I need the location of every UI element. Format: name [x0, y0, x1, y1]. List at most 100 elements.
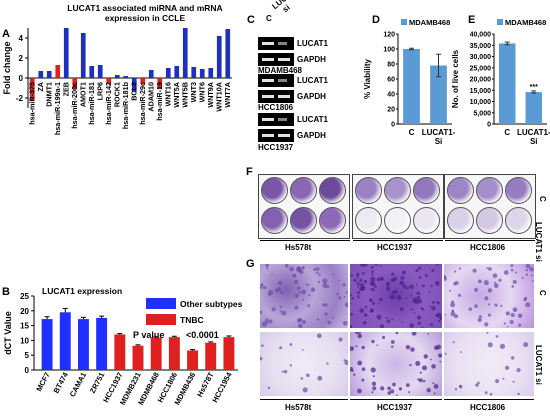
- panel-b-legend-swatch: [146, 298, 176, 309]
- micrograph-cell: [417, 321, 421, 325]
- panel-a-category-label: WNT16: [163, 82, 172, 106]
- micrograph-cell: [525, 302, 531, 308]
- blot-strip: [258, 37, 294, 50]
- micrograph-cell: [308, 294, 311, 297]
- panel-a-bar: [46, 71, 52, 78]
- micrograph-cell: [416, 295, 421, 300]
- panel-b-p-value: <0.0001: [186, 330, 219, 340]
- colony-well: [319, 177, 346, 204]
- micrograph-cell: [424, 273, 428, 277]
- micrograph-cell: [416, 315, 422, 320]
- micrograph-cell: [429, 358, 432, 361]
- panel-a-category-label: BCL2: [129, 82, 138, 101]
- micrograph-cell: [372, 386, 377, 391]
- micrograph-cell: [410, 308, 413, 310]
- micrograph-cell: [360, 264, 365, 267]
- micrograph-cell: [421, 284, 425, 288]
- micrograph-cell: [353, 373, 356, 376]
- micrograph-cell: [512, 380, 515, 383]
- panel-b-category-label: BT474: [52, 370, 71, 395]
- micrograph-cell: [492, 273, 498, 279]
- blot-strip: [258, 74, 294, 87]
- micrograph-cell: [525, 269, 528, 272]
- micrograph-cell: [503, 322, 507, 325]
- micrograph-cell: [362, 320, 367, 325]
- panel-b-bar: [96, 317, 108, 370]
- panel-f-underline-2: [353, 240, 443, 241]
- panel-e-bar: [525, 92, 542, 124]
- blot-band: [262, 58, 274, 61]
- colony-well: [476, 177, 503, 204]
- micrograph-cell: [390, 272, 395, 276]
- micrograph-cell: [416, 291, 421, 295]
- micrograph-cell: [434, 281, 440, 286]
- panel-a-category-label: WNT3: [189, 82, 198, 102]
- panel-a-bar: [106, 78, 112, 84]
- panel-d-bar: [430, 65, 447, 124]
- panel-e-bar-chart: 0 5,000 10,000 15,000 20,000 25,000 30,000 35,0…: [452, 18, 550, 146]
- micrograph-cell: [261, 344, 264, 347]
- micrograph-cell: [399, 280, 404, 286]
- colony-well: [447, 207, 474, 234]
- blot-col-control: C: [266, 14, 272, 23]
- micrograph-cell: [517, 313, 523, 318]
- panel-b-category-label: ZR751: [88, 371, 107, 395]
- micrograph-cell: [503, 270, 509, 275]
- micrograph-cell: [405, 287, 408, 290]
- micrograph-cell: [391, 345, 394, 348]
- micrograph-cell: [379, 264, 382, 267]
- micrograph-cell: [359, 278, 363, 282]
- micrograph-cell: [307, 304, 311, 308]
- micrograph-cell: [529, 267, 534, 272]
- micrograph-cell: [345, 291, 348, 294]
- micrograph-cell: [350, 324, 353, 328]
- micrograph-cell: [361, 345, 365, 350]
- micrograph-cell: [357, 285, 360, 288]
- micrograph-cell: [487, 313, 492, 317]
- panel-a-bar: [131, 78, 137, 92]
- micrograph-cell: [390, 389, 395, 394]
- micrograph-cell: [360, 283, 364, 287]
- blot-band: [278, 134, 290, 137]
- panel-f-side-si: LUCAT1 si: [534, 222, 543, 262]
- micrograph-cell: [406, 286, 410, 290]
- panel-a-y-tick-label: -2: [16, 94, 24, 103]
- micrograph-cell: [294, 305, 299, 310]
- panel-a-category-label: LRP6: [95, 82, 104, 100]
- panel-d-category-label: LUCAT1-: [422, 128, 455, 137]
- micrograph-cell: [265, 322, 269, 325]
- micrograph-cell: [358, 332, 361, 335]
- micrograph-cell: [452, 341, 455, 344]
- micrograph-cell: [433, 392, 436, 395]
- micrograph-cell: [392, 382, 396, 387]
- micrograph-cell: [516, 368, 521, 373]
- blot-row-label: GAPDH: [297, 92, 326, 101]
- micrograph-cell: [441, 264, 442, 266]
- colony-well: [476, 207, 503, 234]
- micrograph-cell: [437, 353, 442, 358]
- micrograph-cell: [505, 365, 510, 370]
- micrograph-cell: [444, 276, 447, 282]
- micrograph-cell: [298, 290, 301, 294]
- micrograph-cell: [368, 298, 373, 303]
- micrograph-cell: [475, 383, 479, 387]
- micrograph-cell: [379, 297, 383, 302]
- micrograph-cell: [310, 287, 316, 292]
- micrograph-cell: [431, 269, 435, 273]
- micrograph-cell: [317, 375, 323, 381]
- micrograph-cell: [454, 270, 457, 273]
- micrograph-cell: [268, 319, 273, 324]
- blot-col-si: LUCAT1 si: [270, 0, 305, 18]
- micrograph-cell: [460, 351, 463, 353]
- micrograph-cell: [419, 371, 422, 374]
- blot-strip: [258, 113, 294, 126]
- micrograph-cell: [417, 378, 420, 381]
- micrograph-cell: [450, 302, 456, 308]
- micrograph-cell: [369, 288, 372, 290]
- panel-b-bar: [41, 319, 53, 370]
- micrograph-cell: [459, 385, 463, 389]
- panel-a-category-label: WNT5A: [172, 82, 181, 108]
- panel-d-bar-chart: 0 20 40 60 80 100 120 C LUCAT1-Si MDAMB468 % Viabi…: [363, 18, 455, 146]
- micrograph-cell: [278, 280, 283, 286]
- panel-a-category-label: hsa-miR-199a-1: [53, 82, 62, 135]
